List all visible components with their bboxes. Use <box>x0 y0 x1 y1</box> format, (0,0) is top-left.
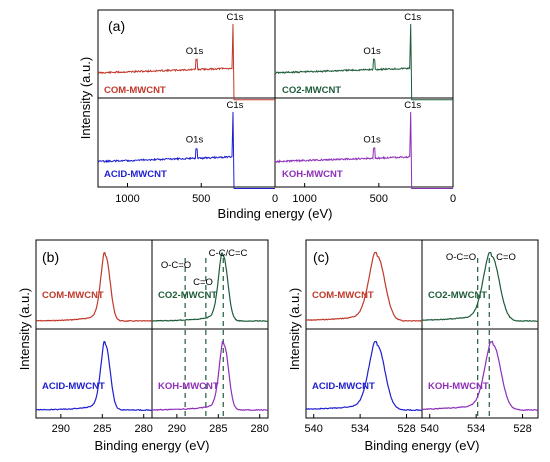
panel-b-xtick-label: 280 <box>251 423 269 435</box>
panel-b-curve-acid <box>35 341 153 412</box>
panel-b-series-label-co2: CO2-MWCNT <box>158 290 217 301</box>
panel-c-xtick-label: 540 <box>421 423 439 435</box>
panel-c-xtick-label: 528 <box>513 423 531 435</box>
panel-c-series-label-co2: CO2-MWCNT <box>428 290 487 301</box>
panel-b-xlabel: Binding energy (eV) <box>95 438 210 453</box>
panel-a-series-label-acid: ACID-MWCNT <box>104 169 167 180</box>
panel-a-peak-label-c1s: C1s <box>404 12 421 23</box>
panel-c-series-label-acid: ACID-MWCNT <box>312 381 375 392</box>
panel-c: (c) Intensity (a.u.) Binding energy (eV)… <box>287 239 539 453</box>
panel-a-xtick-label: 1000 <box>292 193 316 205</box>
panel-a-peak-label-c1s: C1s <box>404 100 421 111</box>
panel-b-label: (b) <box>42 249 59 265</box>
panel-b-curve-com <box>35 251 153 323</box>
panel-a-peak-label-o1s: O1s <box>186 46 204 57</box>
panel-b-xtick-label: 290 <box>52 423 70 435</box>
panel-c-xtick-label: 534 <box>467 423 485 435</box>
panel-b-xtick-label: 285 <box>93 423 111 435</box>
panel-a-peak-label-o1s: O1s <box>186 135 204 146</box>
panel-a-series-label-koh: KOH-MWCNT <box>282 169 343 180</box>
panel-a-peak-label-c1s: C1s <box>227 12 244 23</box>
panel-a-xtick-label: 1000 <box>115 193 139 205</box>
panel-c-curve-koh <box>421 340 539 412</box>
panel-a-series-label-com: COM-MWCNT <box>104 85 166 96</box>
panel-a-label: (a) <box>108 18 125 34</box>
panel-b-series-label-koh: KOH-MWCNT <box>158 381 219 392</box>
panel-b-xtick-label: 280 <box>135 423 153 435</box>
panel-a-curves: O1s C1s COM-MWCNT O1s C1s CO2-MWCNT O1s C1s ACID… <box>97 12 453 189</box>
panel-a-curve-com <box>97 23 275 101</box>
panel-a-ylabel: Intensity (a.u.) <box>78 57 93 139</box>
panel-c-xtick-label: 528 <box>397 423 415 435</box>
panel-b-annotation-cc: C-C/C=C <box>209 248 248 259</box>
panel-a-curve-acid <box>97 111 275 189</box>
panel-c-xtick-label: 534 <box>351 423 369 435</box>
panel-c-xlabel: Binding energy (eV) <box>365 438 480 453</box>
panel-b-curves: COM-MWCNT CO2-MWCNT ACID-MWCNT KOH-MWCNT <box>35 251 269 412</box>
panel-a: (a) Intensity (a.u.) Binding energy (eV)… <box>78 9 456 221</box>
panel-a-xtick-label: 0 <box>272 193 278 205</box>
panel-c-curve-co2 <box>421 251 539 322</box>
panel-b-xtick-label: 290 <box>168 423 186 435</box>
panel-b-xtick-label: 285 <box>209 423 227 435</box>
panel-b-annotation-ocoo: O-C=O <box>161 260 191 271</box>
panel-c-curves: COM-MWCNT CO2-MWCNT ACID-MWCNT KOH-MWCNT <box>305 251 539 412</box>
panel-b-ticks: 290 285 280 290 285 280 <box>52 414 269 435</box>
panel-c-series-label-koh: KOH-MWCNT <box>428 381 489 392</box>
panel-c-label: (c) <box>313 249 329 265</box>
panel-a-ticks: 1000 500 0 1000 500 0 <box>115 183 456 205</box>
panel-c-reference-lines <box>477 258 490 418</box>
panel-a-xtick-label: 0 <box>450 193 456 205</box>
panel-a-peak-label-c1s: C1s <box>227 100 244 111</box>
panel-a-peak-label-o1s: O1s <box>363 135 381 146</box>
panel-a-peak-label-o1s: O1s <box>363 46 381 57</box>
panel-a-curve-co2 <box>274 23 453 101</box>
panel-b-annotation-co: C=O <box>193 277 213 288</box>
panel-c-annotation-co: C=O <box>496 252 516 263</box>
panel-c-ticks: 540 534 528 540 534 528 <box>305 414 532 435</box>
panel-c-annotation-ocoo: O-C=O <box>446 252 476 263</box>
panel-b-curve-co2 <box>151 252 269 323</box>
panel-a-curve-koh <box>274 111 453 189</box>
panel-a-xtick-label: 500 <box>370 193 388 205</box>
panel-a-series-label-co2: CO2-MWCNT <box>282 85 341 96</box>
panel-c-xtick-label: 540 <box>305 423 323 435</box>
panel-b-series-label-acid: ACID-MWCNT <box>42 381 105 392</box>
panel-c-curve-acid <box>305 340 423 412</box>
panel-a-xlabel: Binding energy (eV) <box>218 206 333 221</box>
panel-c-series-label-com: COM-MWCNT <box>312 290 374 301</box>
panel-a-xtick-label: 500 <box>192 193 210 205</box>
panel-c-ylabel: Intensity (a.u.) <box>287 288 302 370</box>
panel-b-ylabel: Intensity (a.u.) <box>17 288 32 370</box>
panel-b-curve-koh <box>151 340 269 412</box>
panel-b-series-label-com: COM-MWCNT <box>42 290 104 301</box>
panel-b: (b) Intensity (a.u.) Binding energy (eV)… <box>17 239 269 453</box>
panel-c-curve-com <box>306 251 423 322</box>
